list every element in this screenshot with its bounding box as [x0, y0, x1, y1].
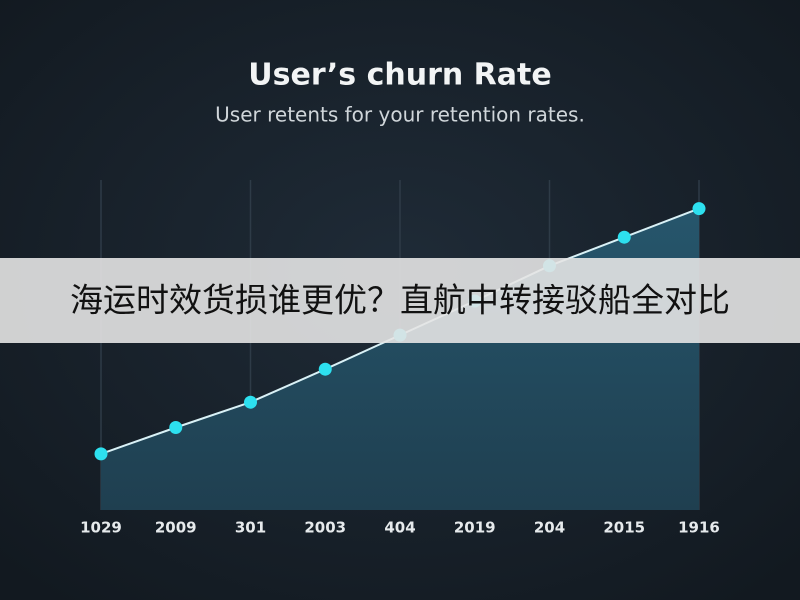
point — [318, 362, 332, 376]
point — [169, 421, 183, 434]
banner-background — [0, 258, 800, 343]
x-tick-label: 404 — [384, 519, 415, 537]
point — [244, 395, 257, 409]
chart-title: User’s churn Rate — [248, 58, 551, 93]
chart-subtitle: User retents for your retention rates. — [215, 103, 585, 127]
banner-text: 海运时效货损谁更优？直航中转接驳船全对比 — [70, 281, 730, 320]
point — [94, 447, 108, 461]
x-tick-label: 2009 — [155, 519, 197, 537]
x-tick-label: 204 — [534, 519, 565, 537]
x-tick-label: 2015 — [603, 519, 645, 537]
point — [617, 230, 631, 244]
point — [692, 202, 706, 216]
banner: 海运时效货损谁更优？直航中转接驳船全对比 — [0, 258, 800, 343]
x-tick-label: 301 — [235, 519, 266, 537]
x-tick-label: 1916 — [678, 519, 720, 537]
x-tick-label: 2003 — [304, 519, 346, 537]
x-tick-label: 2019 — [454, 519, 496, 537]
x-tick-label: 1029 — [80, 519, 122, 537]
